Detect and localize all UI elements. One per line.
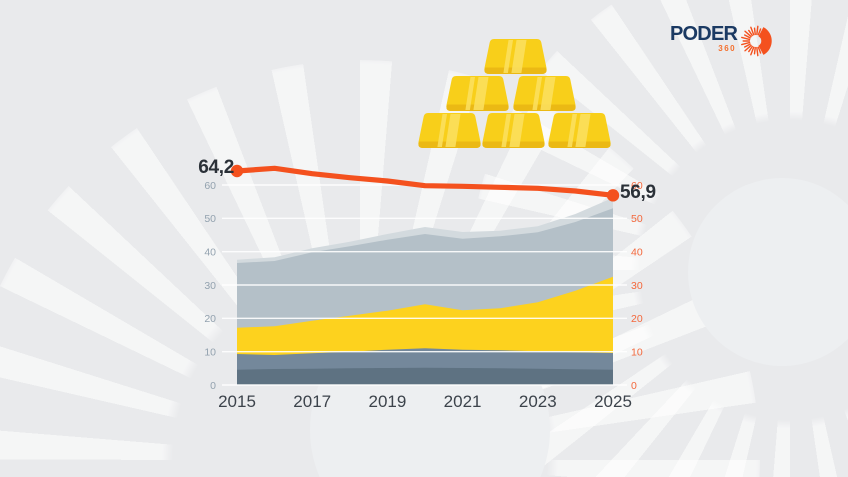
x-axis-tick-2015: 2015 [218,392,256,411]
x-axis-tick-2017: 2017 [293,392,331,411]
stacked-area-line-chart: 0 0 10 10 20 20 30 30 40 40 50 50 60 60 2015 2017 2019 20… [190,148,660,412]
logo-ray [744,43,751,48]
logo-ray [748,29,754,37]
sunburst-logo-icon [741,25,772,57]
x-axis-tick-2025: 2025 [594,392,632,411]
gold-bar [418,113,481,148]
y-axis-left-tick-60: 60 [204,180,216,192]
gold-bar [513,76,576,111]
chart-svg: 0 0 10 10 20 20 30 30 40 40 50 50 60 60 2015 2017 2019 20… [204,164,643,411]
logo-ray [757,28,762,36]
x-axis-tick-2019: 2019 [368,392,406,411]
logo-ray [757,46,762,54]
logo-poder360: PODER 360 [670,23,776,60]
gold-bar [484,39,547,74]
trend-line [234,165,616,198]
gold-bar [482,113,545,148]
y-axis-right-tick-0: 0 [631,380,637,392]
logo-ray [753,27,757,36]
x-axis-tick-2023: 2023 [519,392,557,411]
gold-bars-illustration [418,39,611,148]
logo-ray [756,25,759,36]
logo-ray [748,45,754,53]
y-axis-right-tick-60: 60 [631,180,643,192]
gold-bar [548,113,611,148]
logo-ray [744,34,751,39]
x-axis-tick-2021: 2021 [444,392,482,411]
y-axis-left-tick-50: 50 [204,213,216,225]
y-axis-left-tick-30: 30 [204,280,216,292]
y-axis-right-tick-10: 10 [631,346,643,358]
logo-ray [750,46,755,56]
y-axis-left-tick-40: 40 [204,246,216,258]
y-axis-right-tick-40: 40 [631,246,643,258]
y-axis-right-tick-20: 20 [631,313,643,325]
logo-brand-text: PODER [670,23,738,45]
logo-ray [741,36,751,41]
logo-ray [756,46,759,57]
y-axis-left-tick-10: 10 [204,346,216,358]
line-start-dot [230,164,244,178]
gold-bar [446,76,509,111]
line-end-value-label: 56,9 [620,182,656,203]
logo-ray [744,30,752,38]
y-axis-right-tick-50: 50 [631,213,643,225]
y-axis-right-tick-30: 30 [631,280,643,292]
line-start-value-label: 64,2 [198,157,234,178]
logo-ray [750,26,755,36]
logo-text: PODER 360 [670,23,738,53]
sunburst-hub-circle-right [688,178,848,366]
logo-ray [744,44,752,52]
y-axis-left-tick-20: 20 [204,313,216,325]
y-axis-left-tick-0: 0 [210,380,216,392]
area-dark-slate-layer [237,367,613,385]
logo-sun-blob [758,27,772,55]
logo-ray [741,41,751,46]
line-end-dot [606,189,620,202]
logo-ray [753,46,757,55]
logo-360-text: 360 [718,44,737,53]
